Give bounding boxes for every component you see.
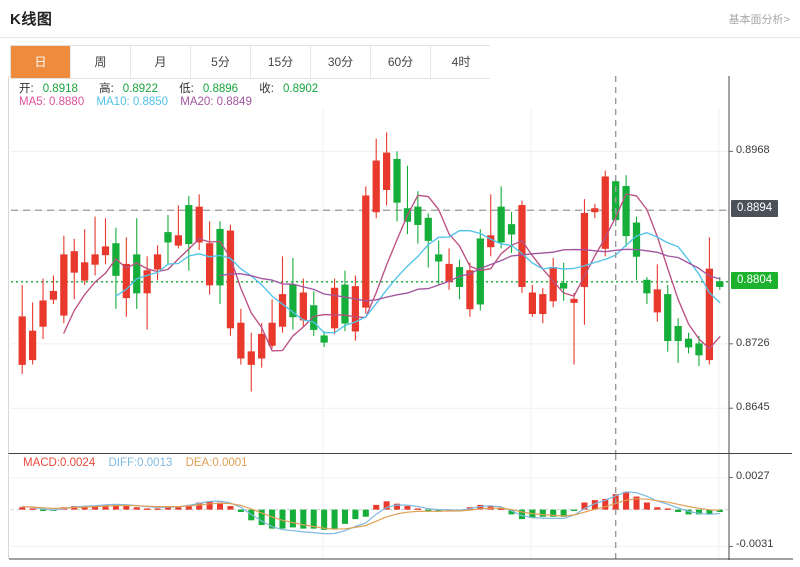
page-header: K线图 基本面分析>: [0, 0, 800, 38]
high-label: 高:: [99, 83, 114, 95]
price-axis-tick-low2: 0.8645: [736, 401, 770, 414]
dea-value-legend: DEA:0.0001: [185, 457, 248, 469]
ma5-legend: MA5: 0.8880: [19, 96, 85, 108]
macd-value-legend: MACD:0.0024: [23, 457, 96, 469]
low-value: 0.8896: [202, 83, 239, 95]
tab-day[interactable]: 日: [11, 46, 71, 78]
diff-value-legend: DIFF:0.0013: [108, 457, 173, 469]
tab-month[interactable]: 月: [131, 46, 191, 78]
candlestick-plot[interactable]: [9, 76, 793, 453]
fundamental-analysis-link[interactable]: 基本面分析>: [728, 14, 790, 26]
macd-axis-tick-top: 0.0027: [736, 469, 770, 482]
macd-legend: MACD:0.0024 DIFF:0.0013 DEA:0.0001: [23, 457, 258, 469]
tab-30min[interactable]: 30分: [311, 46, 371, 78]
low-label: 低:: [179, 83, 194, 95]
ma-legend: MA5: 0.8880 MA10: 0.8850 MA20: 0.8849: [19, 96, 261, 108]
tab-15min[interactable]: 15分: [251, 46, 311, 78]
macd-chart-pane[interactable]: MACD:0.0024 DIFF:0.0013 DEA:0.0001: [8, 453, 793, 560]
ma20-legend: MA20: 0.8849: [180, 96, 252, 108]
high-value: 0.8922: [122, 83, 158, 95]
close-label: 收:: [259, 83, 274, 95]
page-title: K线图: [10, 11, 53, 28]
price-axis-last-price-badge: 0.8804: [731, 271, 779, 289]
macd-plot[interactable]: [9, 454, 793, 560]
price-axis-tick-low1: 0.8726: [736, 336, 770, 349]
ma10-legend: MA10: 0.8850: [96, 96, 169, 108]
price-axis-crosshair-badge: 0.8894: [731, 200, 779, 218]
price-chart-pane[interactable]: 开: 0.8918 高: 0.8922 低: 0.8896 收: 0.8902 MA5:…: [8, 76, 792, 453]
tab-60min[interactable]: 60分: [371, 46, 431, 78]
tab-week[interactable]: 周: [71, 46, 131, 78]
macd-axis-tick-bottom: -0.0031: [736, 538, 774, 551]
period-tabbar: 日 周 月 5分 15分 30分 60分 4时: [10, 45, 491, 79]
open-value: 0.8918: [42, 83, 78, 95]
tab-5min[interactable]: 5分: [191, 46, 251, 78]
price-axis-tick-high: 0.8968: [736, 144, 770, 157]
chart-shell: 开: 0.8918 高: 0.8922 低: 0.8896 收: 0.8902 MA5:…: [8, 76, 793, 560]
close-value: 0.8902: [282, 83, 319, 95]
ohlc-legend: 开: 0.8918 高: 0.8922 低: 0.8896 收: 0.8902: [19, 80, 336, 96]
open-label: 开:: [19, 83, 34, 95]
tab-4hour[interactable]: 4时: [431, 46, 491, 78]
